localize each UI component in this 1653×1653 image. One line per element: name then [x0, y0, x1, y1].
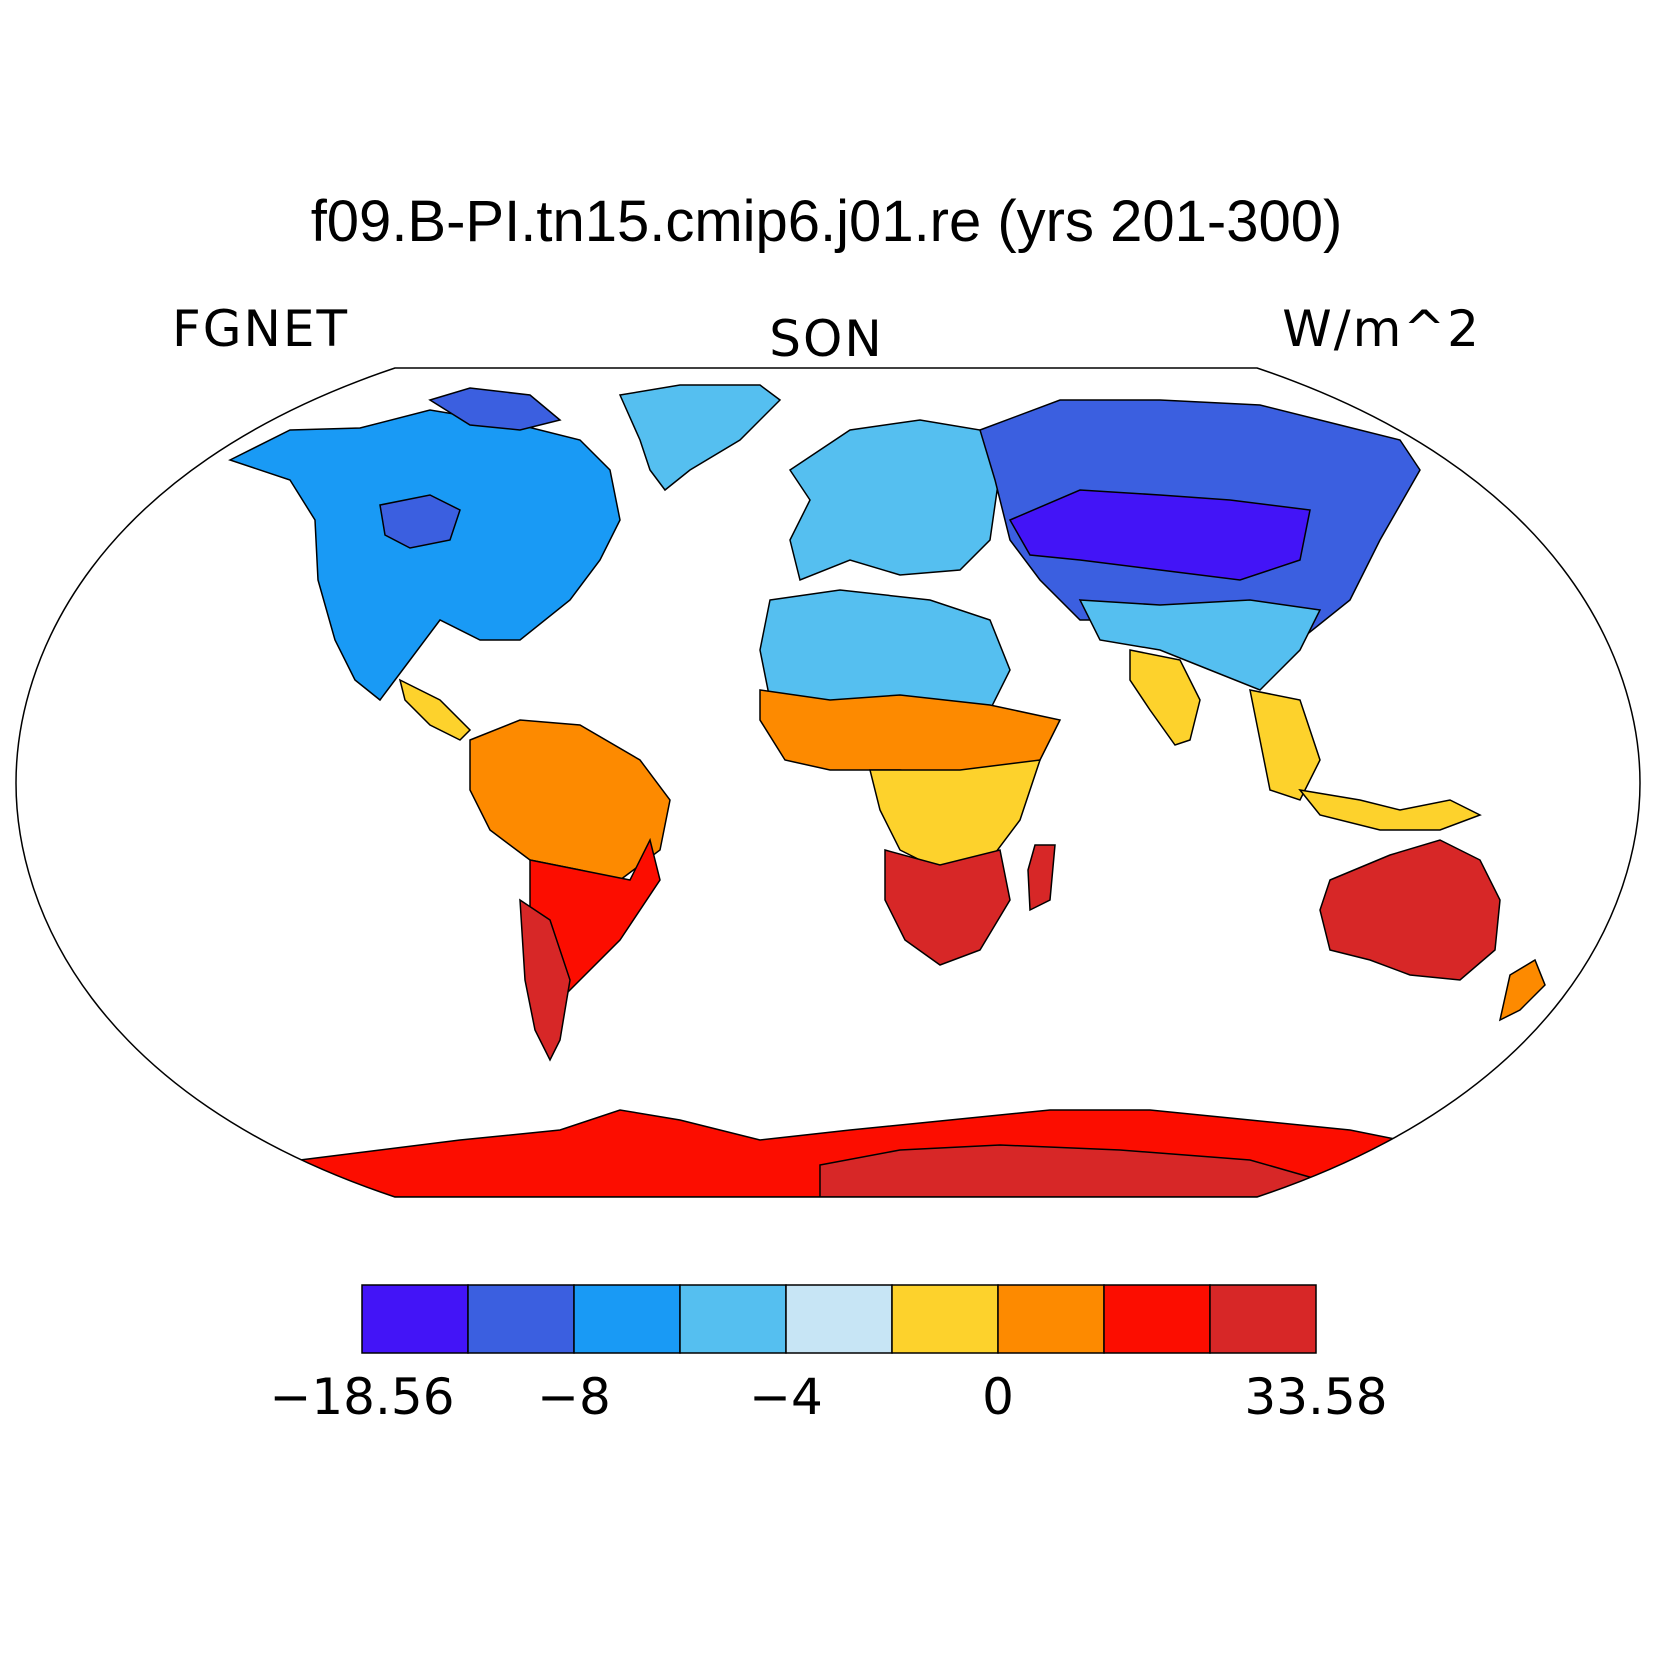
region-greenland — [618, 384, 782, 492]
colorbar-label: 33.58 — [1244, 1368, 1388, 1426]
colorbar-label: −8 — [537, 1368, 611, 1426]
region-madagascar — [1027, 844, 1056, 912]
map-border — [15, 367, 1641, 1198]
subtitle-center: SON — [769, 310, 884, 368]
colorbar-bin-2 — [573, 1284, 681, 1354]
colorbar-bin-5 — [891, 1284, 999, 1354]
colorbar-bin-8 — [1209, 1284, 1317, 1354]
colorbar-bin-4 — [785, 1284, 893, 1354]
region-patagonia — [519, 898, 571, 1062]
region-central-america — [398, 678, 472, 741]
land-layer — [228, 384, 1546, 1197]
region-australia — [1319, 839, 1501, 981]
region-southeast-asia — [1249, 689, 1321, 801]
colorbar — [361, 1284, 1317, 1354]
region-central-asia — [1008, 489, 1311, 581]
plot-title: f09.B-PI.tn15.cmip6.j01.re (yrs 201-300) — [310, 189, 1343, 254]
colorbar-label: 0 — [982, 1368, 1014, 1426]
region-europe — [788, 419, 1001, 582]
colorbar-bin-6 — [997, 1284, 1105, 1354]
colorbar-label: −4 — [749, 1368, 823, 1426]
region-antarctica-interior — [819, 1144, 1322, 1197]
units-label: W/m^2 — [1282, 300, 1481, 358]
region-india — [1129, 649, 1201, 746]
colorbar-bin-7 — [1103, 1284, 1211, 1354]
colorbar-label: −18.56 — [269, 1368, 455, 1426]
subtitle-left: FGNET — [172, 300, 350, 358]
colorbar-bin-3 — [679, 1284, 787, 1354]
region-canada-north — [379, 494, 461, 549]
colorbar-bin-1 — [467, 1284, 575, 1354]
region-canada-north-2 — [428, 387, 562, 431]
region-east-asia — [1078, 599, 1322, 691]
region-new-zealand — [1498, 958, 1546, 1022]
colorbar-bin-0 — [361, 1284, 469, 1354]
region-southern-africa — [884, 849, 1011, 966]
region-indonesia — [1298, 788, 1482, 831]
